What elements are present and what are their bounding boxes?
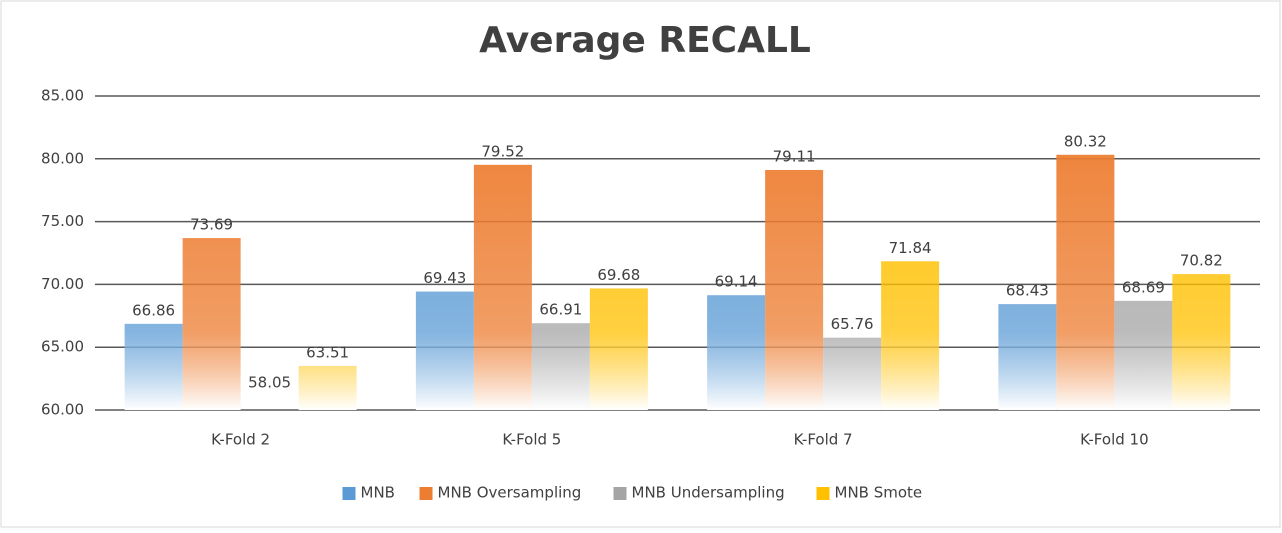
x-tick-label: K-Fold 2 (211, 431, 270, 449)
legend-swatch (613, 487, 627, 500)
bar (531, 323, 590, 410)
bar (182, 238, 241, 410)
bar (823, 337, 882, 410)
chart-title: Average RECALL (479, 20, 811, 61)
bar (298, 365, 357, 410)
data-label: 66.86 (132, 301, 175, 319)
data-label: 73.69 (190, 216, 233, 234)
data-label: 63.51 (306, 343, 349, 361)
data-label: 66.91 (539, 301, 582, 319)
bar (1056, 154, 1115, 410)
legend-label: MNB (361, 484, 395, 502)
bar (707, 295, 766, 410)
data-label: 65.76 (831, 315, 874, 333)
legend: MNB MNB Oversampling MNB Undersampling MNB … (342, 484, 923, 502)
data-label: 79.11 (773, 147, 816, 165)
y-tick-label: 65.00 (41, 338, 84, 356)
x-tick-label: K-Fold 10 (1080, 431, 1149, 449)
bar (473, 164, 532, 410)
data-label: 80.32 (1064, 132, 1107, 150)
y-tick-label: 60.00 (41, 401, 84, 419)
y-tick-label: 85.00 (41, 87, 84, 105)
data-label: 68.43 (1006, 282, 1049, 300)
bar (881, 261, 940, 410)
bar (1114, 300, 1173, 410)
bar (415, 291, 474, 410)
bar (124, 323, 183, 410)
data-label: 71.84 (889, 239, 932, 257)
bar (765, 169, 824, 410)
data-label: 68.69 (1122, 278, 1165, 296)
data-label: 79.52 (481, 142, 524, 160)
y-tick-label: 70.00 (41, 275, 84, 293)
legend-label: MNB Oversampling (438, 484, 582, 502)
data-label: 69.14 (715, 273, 758, 291)
data-label: 69.68 (597, 266, 640, 284)
bar (589, 288, 648, 410)
bar (998, 304, 1057, 410)
data-label: 58.05 (248, 374, 291, 392)
x-tick-label: K-Fold 7 (794, 431, 853, 449)
legend-swatch (342, 487, 356, 500)
x-tick-label: K-Fold 5 (502, 431, 561, 449)
bar (1172, 274, 1231, 410)
y-tick-label: 80.00 (41, 149, 84, 167)
y-tick-label: 75.00 (41, 212, 84, 230)
legend-swatch (419, 487, 433, 500)
bars (124, 154, 1231, 410)
legend-swatch (816, 487, 830, 500)
data-label: 70.82 (1180, 252, 1223, 270)
legend-label: MNB Smote (835, 484, 923, 502)
legend-label: MNB Undersampling (632, 484, 785, 502)
data-label: 69.43 (423, 269, 466, 287)
